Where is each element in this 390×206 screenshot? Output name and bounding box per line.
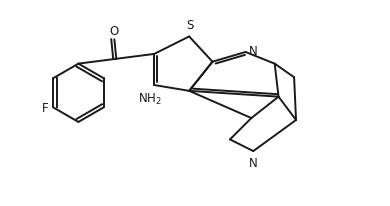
Text: N: N <box>249 45 257 58</box>
Text: NH$_2$: NH$_2$ <box>138 91 161 106</box>
Text: S: S <box>187 19 194 32</box>
Text: N: N <box>249 156 258 169</box>
Text: F: F <box>42 101 48 114</box>
Text: O: O <box>110 25 119 38</box>
